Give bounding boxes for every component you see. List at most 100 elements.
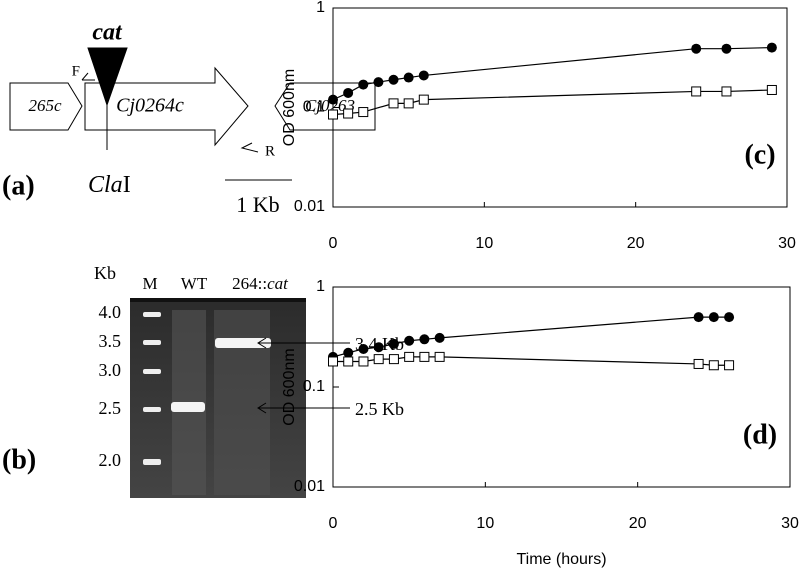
data-point: [691, 43, 702, 54]
gel-band: [143, 340, 161, 345]
data-point: [693, 358, 704, 369]
gel-band: [143, 459, 161, 465]
gene-arrow: [9, 82, 83, 131]
data-point: [708, 360, 719, 371]
ladder-label: 3.0: [99, 360, 122, 380]
y-tick-label: 1: [316, 278, 325, 295]
site-italic: Cla: [88, 172, 123, 198]
data-point: [343, 347, 354, 358]
band-label: 2.5 Kb: [355, 399, 404, 419]
site-roman: I: [123, 172, 131, 198]
ladder-label: 4.0: [99, 302, 122, 322]
x-tick-label: 20: [627, 235, 645, 252]
data-point: [404, 351, 415, 362]
data-point: [693, 312, 704, 323]
lane-roman: WT: [181, 274, 208, 293]
data-point: [766, 42, 777, 53]
panel-b-text: Kb M WT 264::cat 4.0 3.5 3.0 2.5 2.0 3.4…: [2, 263, 404, 475]
unit-label: Kb: [94, 263, 116, 283]
data-point: [343, 108, 354, 119]
data-point: [358, 343, 369, 354]
series-line: [332, 46, 772, 101]
y-tick-label: 0.01: [294, 198, 325, 215]
series-line: [332, 89, 772, 116]
gel-band: [143, 407, 161, 412]
data-point: [388, 98, 399, 109]
data-point: [328, 109, 338, 120]
x-axis-label: Time (hours): [516, 551, 606, 568]
panel-a: [9, 47, 376, 181]
data-point: [328, 94, 338, 105]
data-point: [373, 354, 384, 365]
insert-label: cat: [92, 20, 123, 46]
lane-label: WT: [181, 274, 208, 293]
ladder-label: 3.5: [99, 331, 122, 351]
lane-label: M: [142, 274, 157, 293]
y-axis-label: OD 600nm: [281, 69, 298, 146]
lane-italic: cat: [267, 274, 289, 293]
panel-label: (b): [2, 444, 36, 475]
primer-arrow: [81, 72, 95, 81]
y-tick-label: 1: [316, 0, 325, 16]
lane-smear: [214, 310, 270, 495]
y-tick-label: 0.1: [303, 99, 325, 116]
y-tick-label: 0.1: [303, 378, 325, 395]
gel-band: [171, 402, 205, 412]
data-point: [721, 43, 732, 54]
lane-roman: M: [142, 274, 157, 293]
data-point: [358, 356, 369, 367]
insert-triangle: [87, 47, 128, 107]
data-point: [721, 86, 732, 97]
data-point: [419, 351, 430, 362]
panel-label: (a): [2, 170, 35, 201]
data-point: [388, 338, 399, 349]
x-tick-label: 20: [629, 515, 647, 532]
site-label: ClaI: [88, 172, 131, 198]
x-tick-label: 0: [329, 515, 338, 532]
x-tick-label: 10: [475, 235, 493, 252]
gene-label: Cj0263: [305, 96, 355, 115]
data-point: [434, 351, 445, 362]
x-tick-label: 30: [778, 235, 796, 252]
gel-well: [130, 298, 306, 302]
lane-roman: 264::: [232, 274, 267, 293]
data-point: [724, 312, 735, 323]
data-point: [691, 86, 702, 97]
data-point: [328, 356, 338, 367]
data-point: [404, 335, 415, 346]
x-tick-label: 30: [781, 515, 799, 532]
data-point: [724, 360, 735, 371]
gene-arrow: [274, 82, 376, 131]
x-tick-label: 0: [329, 235, 338, 252]
data-point: [388, 74, 399, 85]
data-point: [418, 94, 429, 105]
gene-label: 265c: [28, 96, 62, 115]
data-point: [388, 354, 399, 365]
data-point: [358, 79, 369, 90]
primer-label: F: [72, 63, 80, 79]
lane-label: 264::cat: [232, 274, 289, 293]
x-tick-label: 10: [476, 515, 494, 532]
band-arrow: [257, 337, 350, 414]
data-point: [403, 72, 414, 83]
y-tick-label: 0.01: [294, 478, 325, 495]
data-point: [358, 107, 369, 118]
data-point: [403, 98, 414, 109]
scale-label: 1 Kb: [236, 192, 279, 217]
data-point: [343, 87, 354, 98]
ladder-label: 2.5: [99, 398, 122, 418]
data-point: [434, 332, 445, 343]
plot-frame: [332, 7, 788, 208]
panel-label: (c): [744, 139, 775, 170]
gel: [130, 298, 350, 498]
panel-label: (d): [743, 419, 777, 450]
data-point: [708, 312, 719, 323]
primer-label: R: [265, 143, 275, 159]
data-point: [373, 342, 384, 353]
gel-band: [143, 312, 161, 317]
data-point: [373, 77, 384, 88]
